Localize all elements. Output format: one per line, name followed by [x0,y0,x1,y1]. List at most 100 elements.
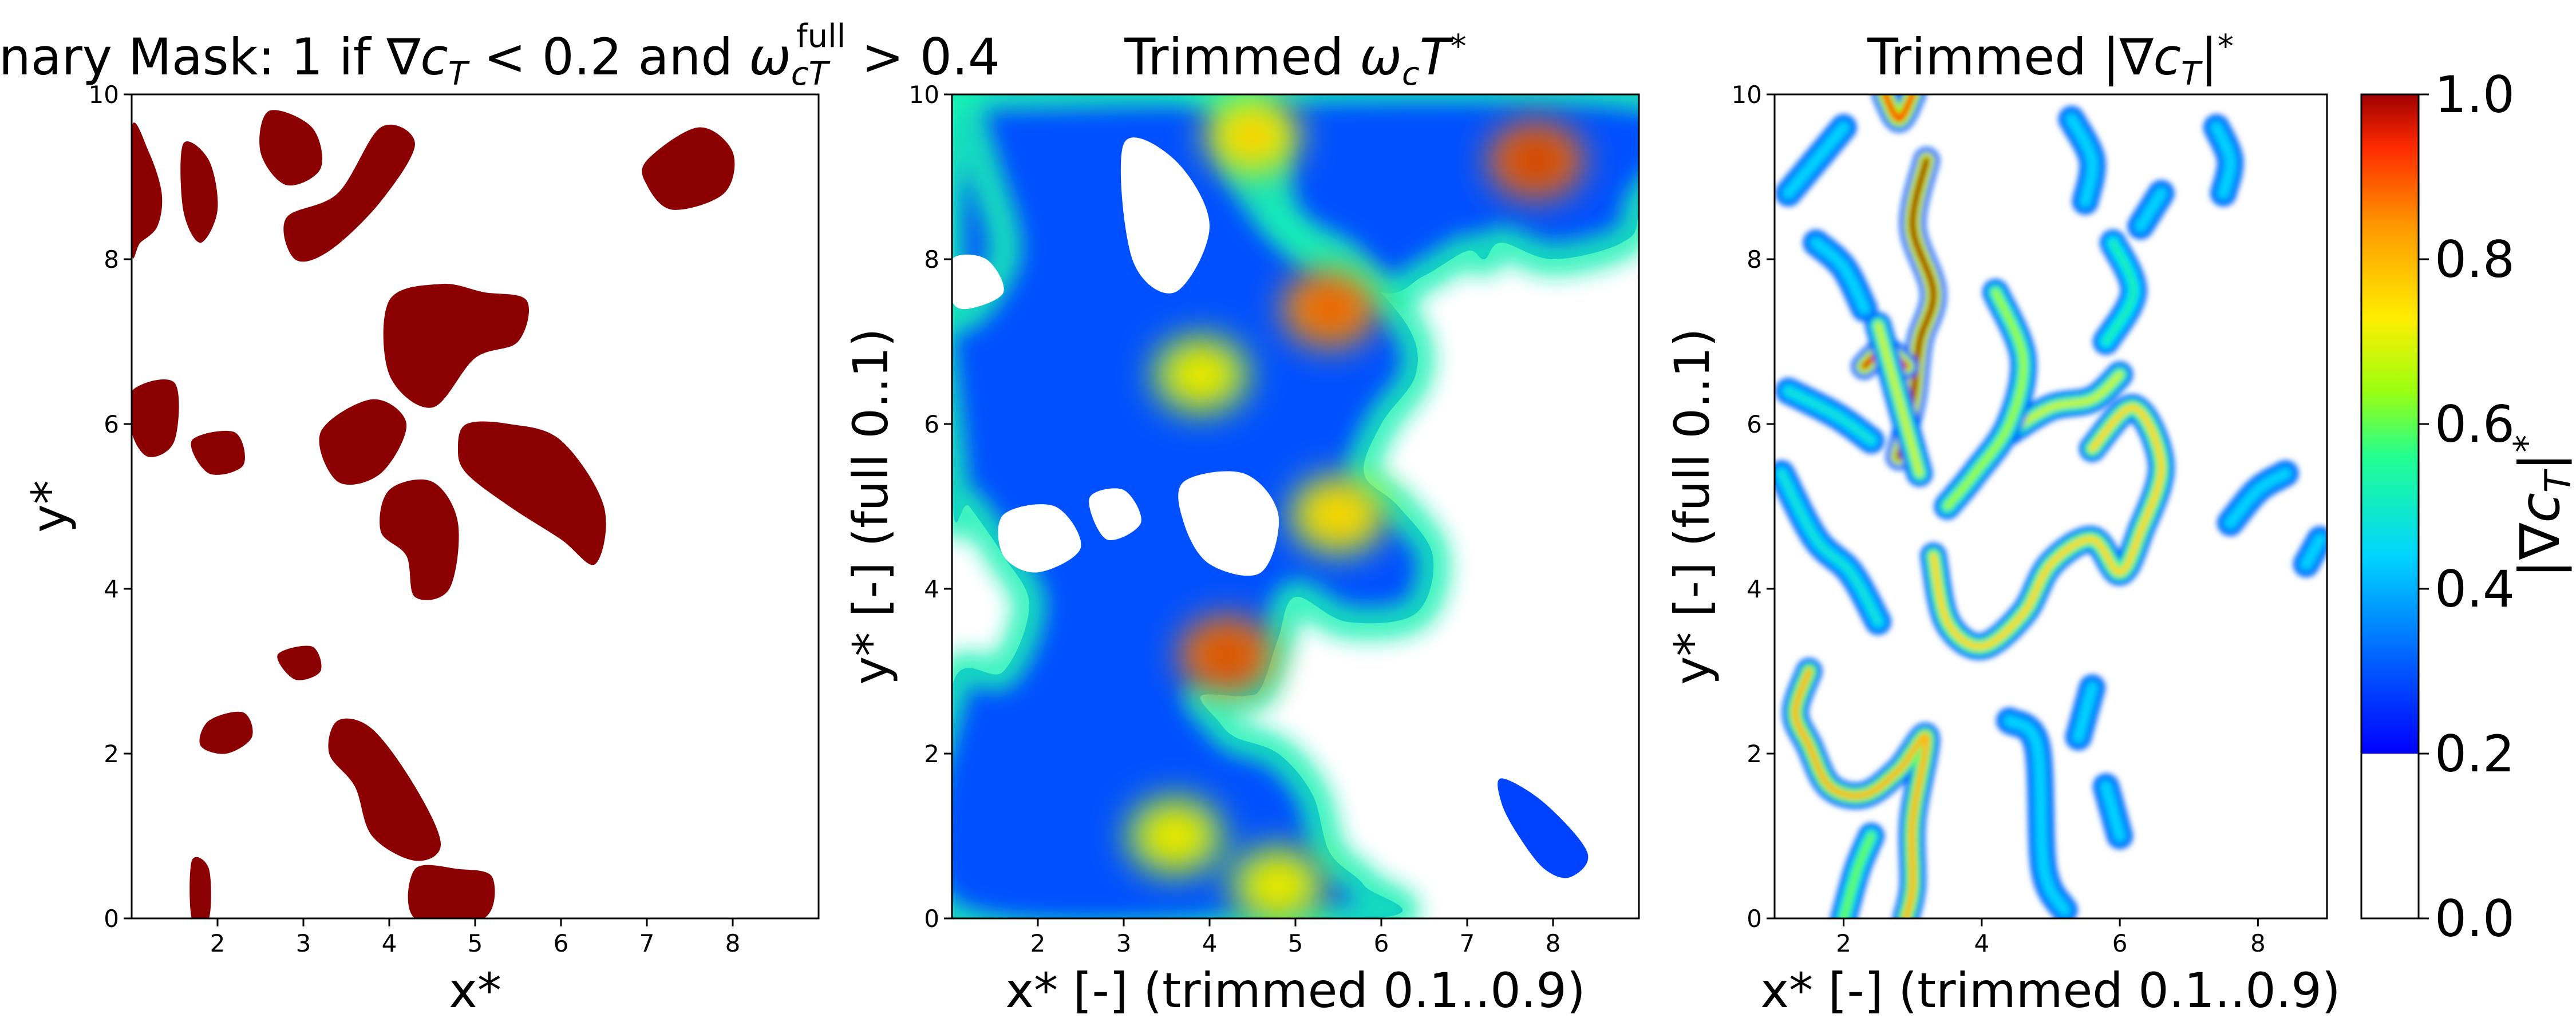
trimmed-omega-x-label: x* [-] (trimmed 0.1..0.9) [1005,962,1585,1019]
y-tick-label: 4 [104,575,119,603]
trimmed-gradient-panel: 2 4 6 8 0 2 4 6 8 10 Trimmed |∇cT|* x* [-] (trim… [1664,27,2341,1019]
y-tick-label: 4 [924,575,939,603]
mask-region [191,430,245,475]
mask-region [132,122,163,259]
filament-core [1792,668,1930,918]
trimmed-omega-x-ticks: 2 3 4 5 6 7 8 [1030,918,1561,957]
field-masked-hole [998,504,1081,573]
trimmed-gradient-x-ticks: 2 4 6 8 [1836,918,2266,957]
field-hotspot-core [1257,868,1300,903]
field-hotspot-core [1317,497,1360,532]
x-tick-label: 4 [1202,929,1218,957]
binary-mask-y-label: y* [21,480,77,533]
field-hotspot-core [1153,819,1197,853]
field-masked-hole [1120,137,1210,294]
mask-region [283,124,415,262]
x-tick-label: 2 [1836,929,1851,957]
x-tick-label: 4 [382,929,397,957]
y-tick-label: 2 [924,740,939,768]
colorbar-ticks: 0.0 0.2 0.4 0.6 0.8 1.0 [2419,65,2515,948]
colorbar-masked-segment [2361,754,2419,918]
binary-mask-panel: 2 3 4 5 6 7 8 0 2 4 6 8 10 Binary Mask: 1 if ∇cT < … [0,18,1000,1019]
field-hotspot-core [1308,291,1352,326]
filament-core [1943,288,2027,510]
mask-region [642,127,735,210]
colorbar-frame [2360,93,2420,920]
filament-core [1840,833,1875,918]
y-tick-label: 6 [1747,410,1762,438]
y-tick-label: 2 [104,740,119,768]
field-island [1498,778,1589,878]
filament-core [2227,470,2289,526]
x-tick-label: 5 [468,929,483,957]
trimmed-omega-panel: 2 3 4 5 6 7 8 0 2 4 6 8 10 Trimmed ωcT* x* [-] (tri… [843,27,1640,1019]
filament-core [1930,404,2165,650]
filament-core [1882,94,1917,123]
colorbar-tick-label: 0.4 [2435,560,2515,619]
mask-region [458,421,606,565]
field-hotspot-core [1231,118,1274,153]
trimmed-gradient-x-label: x* [-] (trimmed 0.1..0.9) [1760,962,2340,1019]
field-masked-hole [952,254,1004,310]
x-tick-label: 4 [1974,929,1990,957]
trimmed-omega-y-ticks: 0 2 4 6 8 10 [909,81,952,933]
x-tick-label: 7 [639,929,655,957]
trimmed-gradient-y-ticks: 0 2 4 6 8 10 [1732,81,1775,933]
y-tick-label: 10 [1732,81,1762,109]
x-tick-label: 6 [2112,929,2128,957]
binary-mask-x-ticks: 2 3 4 5 6 7 8 [210,918,741,957]
trimmed-gradient-y-label: y* [-] (full 0..1) [1664,328,1720,685]
filament-core [2006,717,2068,914]
filament-core [2302,536,2324,568]
mask-region [277,645,322,680]
field-hotspot-core [1205,637,1249,672]
y-tick-label: 6 [104,410,119,438]
x-tick-label: 2 [1030,929,1046,957]
filament-layer [1775,94,2327,918]
filament-core [2103,239,2138,345]
field-contour [952,94,1022,333]
x-tick-label: 6 [1374,929,1389,957]
filament-core [1785,124,1847,197]
filament-core [2213,124,2234,197]
x-tick-label: 3 [1116,929,1132,957]
y-tick-label: 0 [104,905,119,933]
filament-core [1812,239,1868,312]
y-tick-label: 8 [924,245,939,274]
binary-mask-y-ticks: 0 2 4 6 8 10 [89,81,132,933]
binary-mask-title: Binary Mask: 1 if ∇cT < 0.2 and ωcTfull … [0,18,1000,93]
x-tick-label: 2 [210,929,226,957]
mask-region [132,379,179,457]
filament-core [2137,189,2165,230]
field-masked-hole [1178,471,1279,576]
x-tick-label: 8 [1546,929,1561,957]
trimmed-omega-title: Trimmed ωcT* [1124,27,1466,93]
trimmed-gradient-field [1775,94,2327,918]
mask-region [380,479,459,600]
y-tick-label: 10 [89,81,119,109]
colorbar: 0.0 0.2 0.4 0.6 0.8 1.0 |∇cT|* [2360,65,2576,948]
field-hotspot-core [1514,143,1558,178]
colorbar-tick-label: 0.6 [2435,395,2515,454]
filament-core [1874,322,1923,477]
field-contour [952,94,1451,918]
y-tick-label: 0 [924,905,939,933]
mask-region [328,718,441,861]
mask-region [259,110,322,186]
mask-background [132,94,819,918]
trimmed-omega-y-label: y* [-] (full 0..1) [843,328,899,685]
mask-region [383,283,530,408]
colorbar-tick-label: 1.0 [2435,65,2515,124]
y-tick-label: 4 [1747,575,1762,603]
mask-region [180,141,218,243]
x-tick-label: 6 [554,929,569,957]
field-hotspot-core [1179,357,1223,392]
y-tick-label: 0 [1747,905,1762,933]
filament-core [2006,371,2124,436]
filament-core [1785,387,1875,444]
y-tick-label: 6 [924,410,939,438]
mask-region [199,711,253,754]
colorbar-tick-label: 0.0 [2435,889,2515,948]
x-tick-label: 8 [725,929,741,957]
